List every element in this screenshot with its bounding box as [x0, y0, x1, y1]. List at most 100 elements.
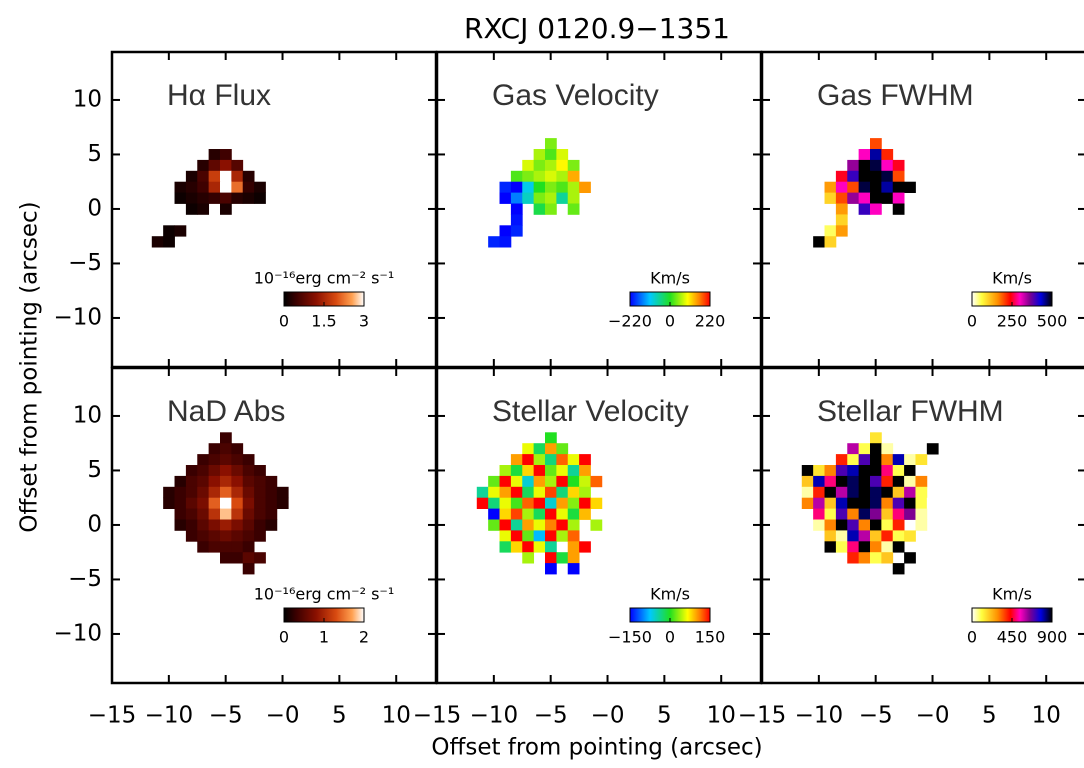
map-pixel: [208, 508, 221, 520]
map-pixel: [579, 475, 591, 488]
map-pixel: [185, 475, 198, 488]
map-pixel: [567, 454, 580, 466]
map-pixel: [510, 541, 523, 553]
map-pixel: [567, 159, 580, 172]
map-pixel: [499, 541, 512, 553]
map-pixel: [824, 508, 837, 520]
map-pixel: [870, 541, 882, 553]
colorbar-tick-label: 900: [1037, 628, 1068, 647]
map-pixel: [556, 170, 569, 183]
map-pixel: [858, 159, 871, 172]
colorbar-tick-label: 0: [279, 628, 289, 647]
map-pixel: [197, 465, 210, 477]
map-pixel: [276, 486, 289, 499]
map-pixel: [533, 530, 546, 542]
x-tick-label: −5: [859, 703, 893, 729]
map-pixel: [847, 192, 860, 204]
map-pixel: [904, 486, 916, 499]
map-pixel: [556, 530, 569, 542]
map-pixel: [174, 508, 187, 520]
map-pixel: [801, 497, 814, 510]
map-pixel: [870, 159, 882, 172]
map-pixel: [510, 192, 523, 204]
map-pixel: [847, 159, 860, 172]
colorbar-tick-label: 150: [695, 628, 726, 647]
map-pixel: [892, 497, 905, 510]
map-pixel: [242, 465, 255, 477]
map-pixel: [904, 508, 916, 520]
map-pixel: [242, 181, 255, 194]
map-pixel: [847, 519, 860, 531]
map-pixel: [510, 497, 523, 510]
map-pixel: [488, 236, 500, 248]
map-pixel: [556, 181, 569, 194]
map-pixel: [801, 486, 814, 499]
map-pixel: [208, 181, 221, 194]
map-pixel: [556, 552, 569, 564]
map-pixel: [870, 443, 882, 455]
map-pixel: [533, 170, 546, 183]
map-pixel: [835, 530, 848, 542]
map-pixel: [254, 508, 266, 520]
colorbar-tick-label: 0: [665, 628, 675, 647]
map-pixel: [870, 181, 882, 194]
y-axis-label: Offset from pointing (arcsec): [17, 201, 43, 532]
x-tick-label: −5: [534, 703, 568, 729]
map-pixel: [904, 530, 916, 542]
map-pixel: [858, 508, 871, 520]
x-tick-label: 10: [1032, 703, 1061, 729]
map-pixel: [892, 159, 905, 172]
map-pixel: [881, 486, 894, 499]
x-tick-label: −15: [738, 703, 787, 729]
map-pixel: [265, 475, 278, 488]
map-pixel: [835, 181, 848, 194]
figure-title: RXCJ 0120.9−1351: [464, 12, 730, 45]
colorbar-tick-label: 0: [279, 312, 289, 331]
map-pixel: [926, 443, 939, 455]
map-pixel: [892, 192, 905, 204]
panel: [760, 366, 1084, 685]
map-pixel: [858, 443, 871, 455]
map-pixel: [242, 541, 255, 553]
map-pixel: [892, 181, 905, 194]
map-pixel: [185, 465, 198, 477]
map-pixel: [231, 541, 244, 553]
colorbar-tick-label: 2: [359, 628, 369, 647]
map-pixel: [185, 508, 198, 520]
x-axis-label: Offset from pointing (arcsec): [431, 735, 762, 761]
x-tick-label: 5: [332, 703, 347, 729]
colorbar-tick-label: 0: [665, 312, 675, 331]
map-pixel: [533, 181, 546, 194]
map-pixel: [185, 181, 198, 194]
map-pixel: [499, 225, 512, 237]
map-pixel: [242, 192, 255, 204]
map-pixel: [220, 508, 232, 520]
map-pixel: [915, 508, 928, 520]
map-pixel: [254, 552, 266, 564]
map-pixel: [545, 465, 557, 477]
map-pixel: [231, 486, 244, 499]
map-pixel: [870, 454, 882, 466]
map-pixel: [185, 497, 198, 510]
map-pixel: [858, 192, 871, 204]
map-pixel: [197, 192, 210, 204]
map-pixel: [835, 465, 848, 477]
map-pixel: [197, 170, 210, 183]
map-pixel: [545, 552, 557, 564]
map-pixel: [858, 170, 871, 183]
map-pixel: [545, 486, 557, 499]
map-pixel: [915, 475, 928, 488]
map-pixel: [185, 203, 198, 215]
map-pixel: [522, 519, 535, 531]
x-tick-label: −0: [591, 703, 625, 729]
colorbar-tick-label: 450: [997, 628, 1028, 647]
map-pixel: [835, 192, 848, 204]
map-pixel: [510, 530, 523, 542]
map-pixel: [220, 519, 232, 531]
map-pixel: [197, 203, 210, 215]
map-pixel: [499, 465, 512, 477]
map-pixel: [835, 170, 848, 183]
map-pixel: [522, 181, 535, 194]
map-pixel: [522, 541, 535, 553]
